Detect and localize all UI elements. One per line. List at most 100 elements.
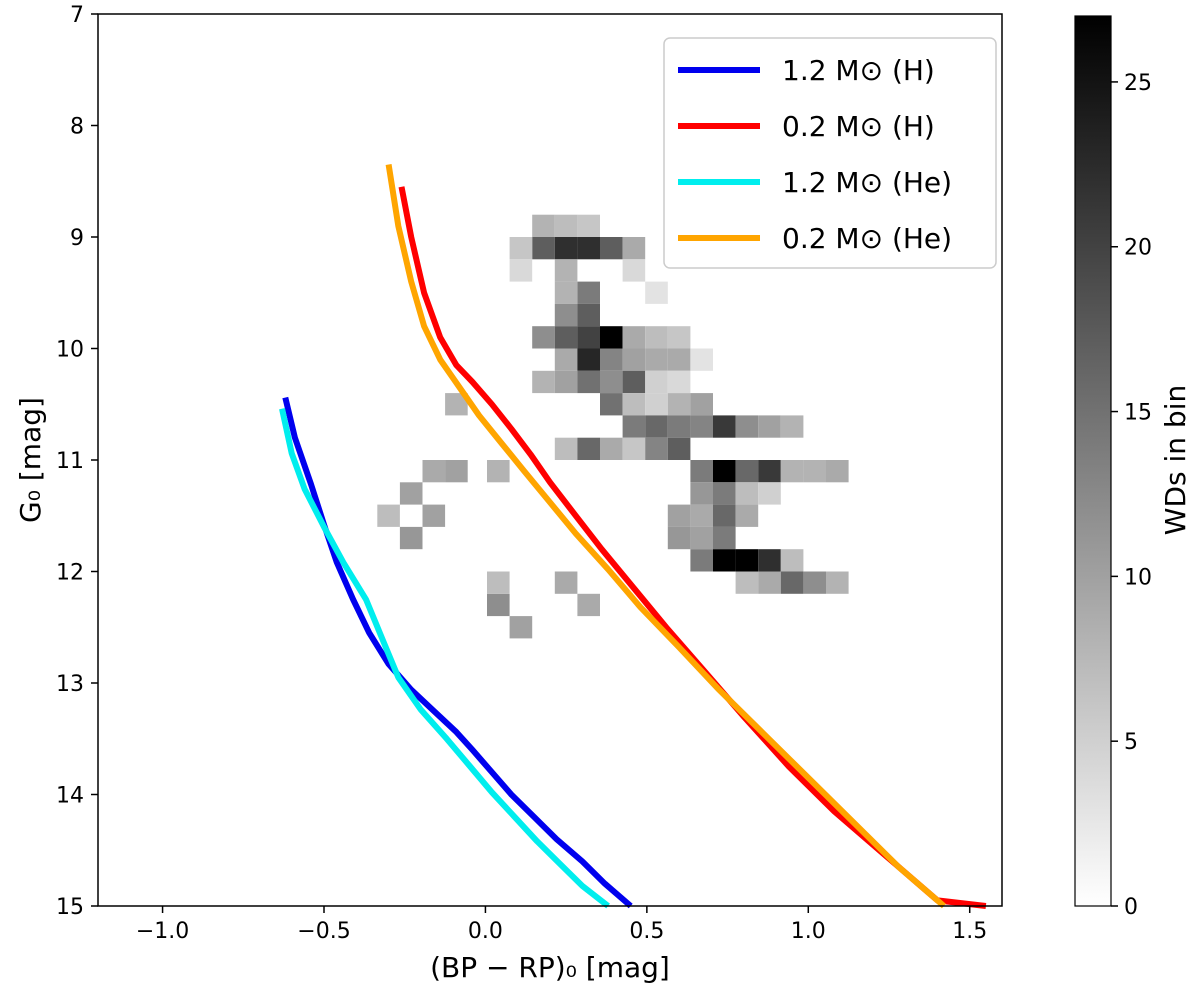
heatmap-bin bbox=[667, 326, 691, 349]
heatmap-bin bbox=[445, 393, 468, 416]
heatmap-bin bbox=[667, 348, 691, 371]
heatmap-bin bbox=[554, 237, 578, 260]
x-axis-ticks: −1.0 −0.5 0.0 0.5 1.0 1.5 bbox=[136, 906, 987, 944]
heatmap-bin bbox=[577, 326, 600, 349]
colorbar-tick-label: 5 bbox=[1124, 730, 1138, 755]
heatmap-bin bbox=[622, 415, 646, 438]
legend-entry-label: 1.2 M⊙ (He) bbox=[782, 166, 952, 199]
heatmap-bin bbox=[780, 415, 804, 438]
heatmap-bin bbox=[690, 482, 713, 505]
heatmap-bin bbox=[826, 571, 849, 594]
heatmap-bin bbox=[622, 326, 646, 349]
heatmap-bin bbox=[758, 415, 781, 438]
heatmap-bin bbox=[735, 415, 759, 438]
heatmap-bin bbox=[758, 482, 781, 505]
y-tick-label: 11 bbox=[56, 449, 84, 474]
curve-series-4 bbox=[385, 164, 946, 909]
heatmap-bin bbox=[667, 526, 691, 550]
heatmap-bin bbox=[713, 415, 736, 438]
heatmap-bin bbox=[532, 370, 555, 394]
heatmap-bin bbox=[577, 303, 600, 327]
heatmap-bin bbox=[422, 460, 446, 483]
legend-entry-label: 0.2 M⊙ (H) bbox=[782, 110, 935, 143]
heatmap-bin bbox=[803, 571, 826, 594]
heatmap-bin bbox=[600, 237, 623, 260]
heatmap-bin bbox=[645, 437, 668, 460]
heatmap-bin bbox=[735, 482, 759, 505]
legend: 1.2 M⊙ (H) 0.2 M⊙ (H) 1.2 M⊙ (He) 0.2 M⊙ (H… bbox=[663, 37, 997, 269]
heatmap-bin bbox=[554, 348, 578, 371]
heatmap-bin bbox=[667, 370, 691, 394]
heatmap-bin bbox=[758, 460, 781, 483]
heatmap-bin bbox=[667, 504, 691, 527]
heatmap-bin bbox=[758, 549, 781, 572]
heatmap-bin bbox=[377, 504, 400, 527]
heatmap-bins bbox=[377, 214, 849, 639]
heatmap-bin bbox=[667, 393, 691, 416]
heatmap-bin bbox=[577, 237, 600, 260]
heatmap-bin bbox=[690, 393, 713, 416]
y-tick-label: 7 bbox=[70, 3, 84, 28]
heatmap-bin bbox=[690, 504, 713, 527]
x-tick-label: 0.0 bbox=[468, 919, 503, 944]
legend-entry-label: 0.2 M⊙ (He) bbox=[782, 222, 952, 255]
heatmap-bin bbox=[532, 214, 555, 237]
heatmap-bin bbox=[577, 437, 600, 460]
heatmap-bin bbox=[554, 214, 578, 237]
cooling-curves bbox=[279, 164, 987, 909]
heatmap-bin bbox=[600, 326, 623, 349]
colorbar-tick-label: 20 bbox=[1124, 236, 1152, 261]
heatmap-bin bbox=[532, 326, 555, 349]
heatmap-bin bbox=[645, 393, 668, 416]
heatmap-bin bbox=[622, 259, 646, 282]
heatmap-bin bbox=[803, 460, 826, 483]
heatmap-bin bbox=[713, 482, 736, 505]
heatmap-bin bbox=[645, 370, 668, 394]
heatmap-bin bbox=[780, 460, 804, 483]
heatmap-bin bbox=[554, 303, 578, 327]
heatmap-bin bbox=[713, 504, 736, 527]
curve-series-3 bbox=[279, 408, 610, 909]
heatmap-bin bbox=[532, 237, 555, 260]
y-tick-label: 13 bbox=[56, 672, 84, 697]
y-axis-label: G₀ [mag] bbox=[14, 397, 47, 523]
x-tick-label: −1.0 bbox=[136, 919, 189, 944]
heatmap-bin bbox=[645, 326, 668, 349]
heatmap-bin bbox=[487, 593, 510, 617]
heatmap-bin bbox=[577, 348, 600, 371]
heatmap-bin bbox=[690, 549, 713, 572]
heatmap-bin bbox=[826, 460, 849, 483]
heatmap-bin bbox=[645, 281, 668, 304]
heatmap-bin bbox=[445, 460, 468, 483]
heatmap-bin bbox=[399, 526, 423, 550]
colorbar: WDs in bin 0 5 10 15 20 25 bbox=[1074, 15, 1192, 920]
colorbar-tick-label: 15 bbox=[1124, 401, 1152, 426]
heatmap-bin bbox=[622, 393, 646, 416]
x-tick-label: 1.5 bbox=[952, 919, 987, 944]
heatmap-bin bbox=[735, 571, 759, 594]
heatmap-bin bbox=[690, 415, 713, 438]
heatmap-bin bbox=[622, 437, 646, 460]
colorbar-label: WDs in bin bbox=[1159, 385, 1192, 535]
heatmap-bin bbox=[645, 415, 668, 438]
heatmap-bin bbox=[622, 237, 646, 260]
heatmap-bin bbox=[600, 370, 623, 394]
heatmap-bin bbox=[577, 281, 600, 304]
heatmap-bin bbox=[554, 281, 578, 304]
heatmap-bin bbox=[487, 460, 510, 483]
heatmap-bin bbox=[577, 593, 600, 617]
heatmap-bin bbox=[399, 482, 423, 505]
y-tick-label: 14 bbox=[56, 784, 84, 809]
heatmap-bin bbox=[600, 393, 623, 416]
heatmap-bin bbox=[554, 259, 578, 282]
heatmap-bin bbox=[554, 571, 578, 594]
x-tick-label: 0.5 bbox=[629, 919, 664, 944]
heatmap-bin bbox=[509, 237, 533, 260]
heatmap-bin bbox=[600, 348, 623, 371]
colorbar-tick-label: 25 bbox=[1124, 71, 1152, 96]
curve-series-2 bbox=[398, 186, 987, 909]
heatmap-bin bbox=[600, 437, 623, 460]
heatmap-bin bbox=[554, 370, 578, 394]
heatmap-bin bbox=[780, 571, 804, 594]
